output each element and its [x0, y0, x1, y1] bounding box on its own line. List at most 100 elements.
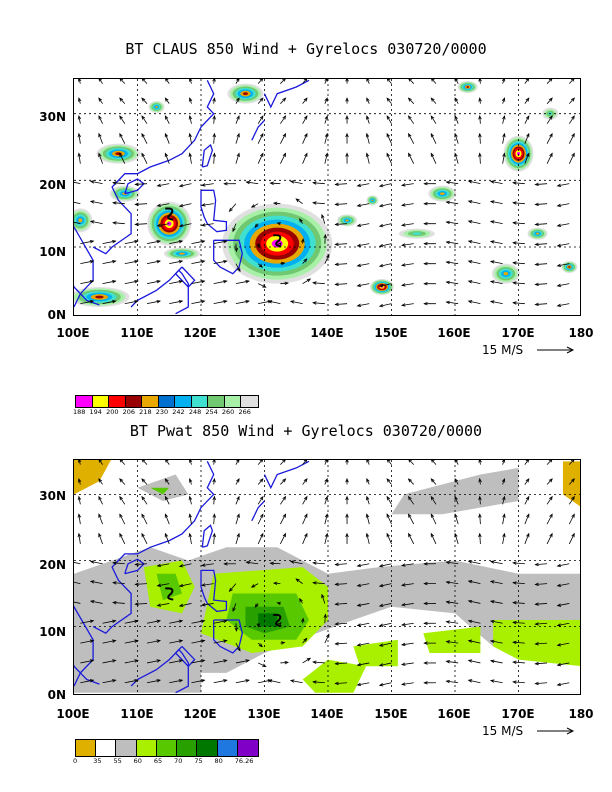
wind-vector-head [423, 201, 428, 206]
wind-vector-head [454, 532, 458, 538]
wind-vector [235, 243, 237, 252]
wind-vector [387, 79, 392, 84]
wind-vector-head [386, 532, 390, 538]
wind-vector-head [548, 478, 553, 483]
wind-vector-head [156, 563, 162, 568]
wind-vector [142, 460, 148, 465]
wind-vector [179, 183, 192, 187]
wind-vector-head [401, 303, 406, 307]
wind-vector [513, 582, 525, 585]
wind-vector-head [512, 660, 517, 665]
coastline [251, 500, 265, 522]
wind-vector-head [119, 79, 124, 82]
wind-vector-head [571, 513, 575, 518]
wind-vector [80, 659, 94, 664]
wind-vector-head [478, 97, 482, 102]
wind-vector-head [282, 79, 286, 82]
wind-vector-head [98, 460, 103, 463]
wind-vector [535, 603, 548, 605]
wind-vector-head [525, 79, 530, 82]
wind-vector-head [134, 619, 139, 623]
wind-vector-head [295, 198, 300, 203]
wind-vector [386, 514, 392, 525]
wind-vector-head [366, 478, 370, 483]
wind-vector-head [178, 279, 184, 284]
wind-vector-head [401, 203, 406, 207]
wind-vector-head [89, 220, 95, 224]
wind-vector-head [188, 115, 193, 120]
wind-vector [165, 478, 170, 485]
wind-vector [113, 222, 125, 225]
wind-vector-head [489, 659, 495, 663]
wind-vector [569, 478, 575, 485]
wind-vector-head [164, 495, 169, 501]
wind-vector-head [548, 97, 553, 102]
wind-vector-head [430, 97, 435, 102]
wind-vector [454, 133, 459, 144]
wind-vector [468, 220, 481, 225]
wind-vector-head [423, 261, 428, 266]
wind-vector-head [312, 561, 317, 565]
wind-vector-head [431, 79, 435, 82]
wind-vector [98, 478, 103, 485]
wind-vector-head [77, 495, 82, 501]
wind-vector-head [156, 639, 162, 643]
wind-vector-head [549, 115, 553, 120]
precipitable-water-shading [74, 460, 580, 693]
wind-vector-head [269, 561, 274, 566]
wind-vector [408, 115, 415, 124]
wind-vector [401, 603, 414, 606]
wind-vector [446, 201, 459, 205]
wind-vector [313, 582, 325, 585]
wind-vector-head [236, 495, 240, 501]
wind-vector [557, 283, 570, 287]
wind-vector [120, 79, 126, 84]
pwat-region [423, 626, 481, 654]
wind-vector-head [549, 513, 553, 518]
wind-vector [251, 583, 259, 588]
wind-vector [357, 583, 370, 587]
wind-vector-head [256, 243, 260, 249]
wind-vector [90, 580, 103, 585]
wind-vector-head [98, 115, 102, 120]
wind-vector [102, 240, 116, 245]
wind-vector [386, 533, 392, 545]
wind-vector-head [548, 460, 553, 463]
wind-vector [408, 460, 415, 465]
wind-vector [302, 460, 307, 465]
coastline [130, 269, 189, 315]
wind-vector-head [356, 662, 362, 667]
wind-vector [557, 263, 570, 267]
wind-vector-head [445, 300, 450, 305]
wind-vector-head [188, 477, 193, 483]
wind-vector-head [223, 259, 228, 264]
wind-vector [569, 79, 575, 84]
wind-vector [468, 580, 481, 585]
wind-vector [366, 514, 370, 525]
wind-vector [80, 679, 94, 684]
wind-vector [280, 115, 286, 124]
wind-vector-head [512, 241, 517, 245]
wind-vector [502, 133, 505, 144]
wind-vector [546, 460, 552, 465]
wind-vector-head [467, 180, 473, 184]
wind-vector [357, 283, 370, 287]
wind-vector [90, 200, 103, 205]
wind-vector-head [200, 679, 206, 683]
wind-vector [302, 115, 308, 124]
wind-vector [191, 280, 205, 285]
wind-vector [189, 533, 192, 545]
coastline [124, 178, 145, 195]
wind-vector-head [272, 581, 278, 586]
coastline [74, 605, 100, 687]
wind-vector-head [467, 659, 473, 663]
wind-vector-head [502, 152, 506, 157]
wind-vector [98, 460, 103, 465]
wind-vector-head [430, 132, 435, 138]
wind-vector-head [276, 221, 281, 226]
wind-vector-head [245, 279, 250, 284]
wind-vector [446, 581, 459, 585]
wind-vector [119, 533, 126, 545]
wind-vector-head [445, 660, 450, 664]
wind-vector-head [556, 203, 562, 208]
